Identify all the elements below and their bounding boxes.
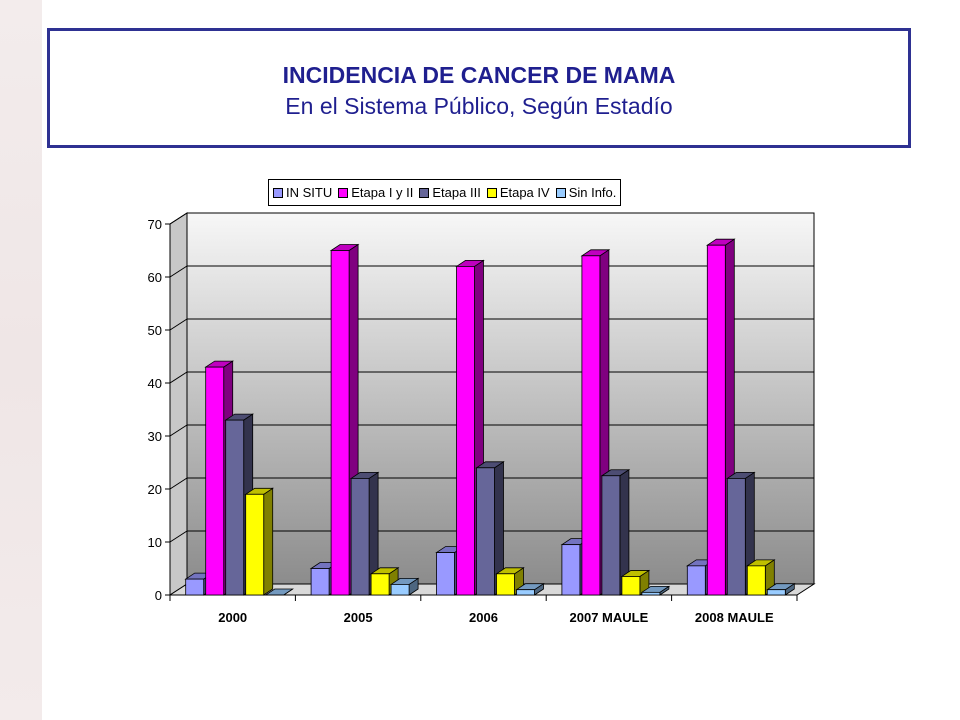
x-tick-label: 2007 MAULE: [570, 610, 649, 625]
gridline-side: [169, 371, 188, 384]
bar: [516, 589, 535, 596]
gridline-side: [169, 212, 188, 225]
bar: [330, 250, 350, 596]
title-box: INCIDENCIA DE CANCER DE MAMA En el Siste…: [47, 28, 911, 148]
bar: [686, 565, 706, 596]
legend-swatch: [338, 187, 349, 198]
bar: [185, 578, 205, 596]
legend-item: Etapa III: [419, 185, 481, 200]
bar: [436, 552, 455, 596]
y-tick-label: 70: [148, 217, 162, 232]
gridline-side: [169, 318, 188, 331]
chart-legend: IN SITU Etapa I y II Etapa III Etapa IV Sin …: [268, 179, 622, 206]
chart-subtitle: En el Sistema Público, Según Estadío: [285, 93, 673, 119]
bar: [390, 584, 410, 596]
legend-label: Etapa IV: [499, 185, 550, 200]
bar: [205, 366, 225, 596]
y-tick-label: 0: [155, 588, 162, 603]
bar: [496, 573, 515, 596]
bar: [456, 265, 475, 596]
legend-label: IN SITU: [286, 185, 333, 200]
bar: [561, 544, 581, 596]
bar: [245, 493, 265, 596]
gridline-side: [169, 424, 188, 437]
y-tick-label: 10: [148, 535, 162, 550]
y-tick-label: 30: [148, 429, 162, 444]
legend-item: Sin Info.: [555, 185, 617, 200]
bar: [310, 568, 330, 596]
side-decoration-strip: [0, 0, 42, 720]
gridline-side: [169, 265, 188, 278]
y-tick-label: 20: [148, 482, 162, 497]
legend-label: Etapa I y II: [351, 185, 414, 200]
bar: [476, 467, 495, 596]
gridline-side: [169, 477, 188, 490]
legend-label: Sin Info.: [568, 185, 617, 200]
legend-swatch: [555, 187, 566, 198]
legend-swatch: [419, 187, 430, 198]
chart-title: INCIDENCIA DE CANCER DE MAMA: [282, 62, 676, 88]
bar: [746, 565, 766, 596]
y-tick-label: 50: [148, 323, 162, 338]
bar: [225, 419, 245, 596]
chart-side-wall: [169, 212, 188, 596]
y-tick-label: 60: [148, 270, 162, 285]
legend-label: Etapa III: [432, 185, 481, 200]
bar: [370, 573, 390, 596]
x-tick-label: 2005: [344, 610, 373, 625]
bar: [766, 589, 786, 596]
bar-side: [263, 487, 274, 596]
bar: [581, 255, 601, 596]
legend-item: Etapa IV: [486, 185, 550, 200]
bar: [641, 591, 661, 596]
x-tick-label: 2008 MAULE: [695, 610, 774, 625]
x-tick-label: 2006: [469, 610, 498, 625]
bar: [621, 576, 641, 596]
legend-item: Etapa I y II: [338, 185, 413, 200]
bar: [726, 477, 746, 596]
legend-swatch: [273, 187, 283, 198]
bar: [601, 475, 621, 596]
legend-item: IN SITU: [273, 185, 332, 200]
gridline-side: [169, 530, 188, 543]
y-tick-label: 40: [148, 376, 162, 391]
bar: [350, 477, 370, 596]
bar: [706, 244, 726, 596]
legend-swatch: [486, 187, 497, 198]
x-tick-label: 2000: [218, 610, 247, 625]
